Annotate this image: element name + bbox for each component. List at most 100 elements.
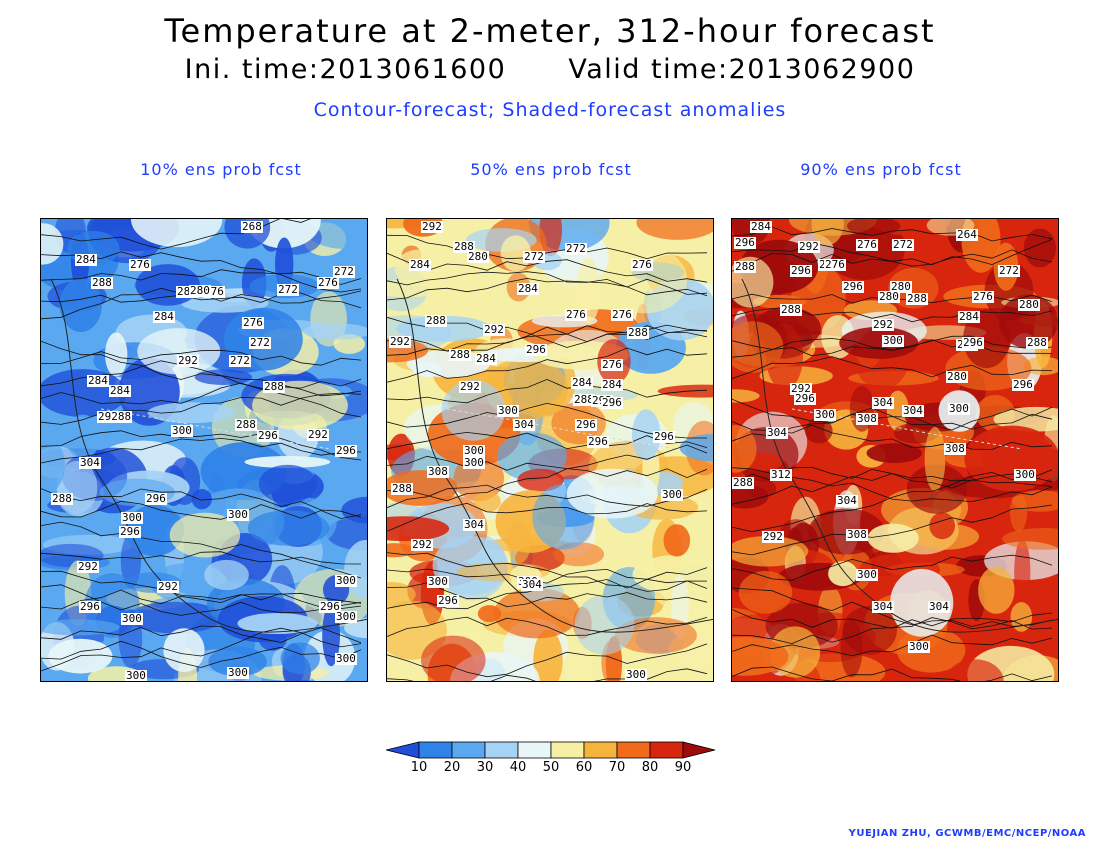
contour-label: 276	[824, 258, 846, 271]
contour-label: 268	[241, 220, 263, 233]
contour-label: 308	[856, 412, 878, 425]
temperature-contour	[387, 252, 708, 283]
anomaly-field	[387, 219, 713, 681]
anomaly-blob	[896, 628, 966, 673]
temperature-contour	[732, 666, 1053, 681]
colorbar-segment	[550, 741, 585, 759]
contour-label: 276	[611, 308, 633, 321]
contour-label: 300	[171, 424, 193, 437]
temperature-contour	[387, 668, 708, 681]
contour-label: 296	[734, 236, 756, 249]
map-panel-10pct: 268 284 276 288 280 276 272 272 276 284 276 272 292 2…	[40, 218, 368, 682]
anomaly-blob	[847, 219, 901, 236]
anomaly-colorbar	[386, 741, 716, 759]
contour-label: 304	[513, 418, 535, 431]
panel-label-50: 50% ens prob fcst	[470, 160, 632, 179]
temperature-contour	[732, 587, 1053, 627]
temperature-contour	[732, 356, 1053, 379]
anomaly-blob	[1010, 602, 1033, 632]
temperature-contour	[732, 609, 1053, 629]
contour-label: 304	[872, 600, 894, 613]
contour-label: 280	[189, 284, 211, 297]
contour-label: 276	[317, 276, 339, 289]
anomaly-blob	[303, 323, 367, 340]
valid-time: Valid time:2013062900	[568, 54, 916, 85]
anomaly-blob	[163, 628, 205, 672]
colorbar-segment	[484, 741, 519, 759]
temperature-contour	[387, 277, 708, 301]
colorbar-ticks: 10 20 30 40 50 60 70 80 90	[386, 760, 716, 776]
contour-label: 292	[77, 560, 99, 573]
contour-label: 296	[319, 600, 341, 613]
temperature-contour	[387, 444, 708, 502]
colorbar-segment	[649, 741, 684, 759]
temperature-contour	[387, 347, 708, 383]
contour-label: 296	[653, 430, 675, 443]
temperature-contour	[387, 326, 707, 356]
contour-label: 292	[307, 428, 329, 441]
anomaly-blob	[842, 605, 897, 655]
anomaly-blob	[137, 328, 221, 375]
contour-label: 300	[882, 334, 904, 347]
anomaly-blob	[387, 470, 458, 506]
contour-label: 304	[521, 578, 543, 591]
contour-label: 296	[257, 429, 279, 442]
contour-label: 300	[335, 574, 357, 587]
temperature-contour	[41, 392, 362, 425]
anomaly-blob	[964, 425, 1058, 492]
temperature-contour	[41, 378, 362, 405]
anomaly-blob	[867, 523, 919, 553]
anomaly-blob	[632, 555, 713, 594]
anomaly-blob	[811, 219, 844, 246]
colorbar-tick-label: 10	[410, 760, 428, 775]
anomaly-blob	[679, 434, 713, 462]
contour-label: 284	[601, 378, 623, 391]
anomaly-blob	[494, 588, 580, 639]
contour-label: 288	[391, 482, 413, 495]
contour-label: 300	[125, 669, 147, 682]
anomaly-blob	[999, 294, 1058, 349]
temperature-contour	[41, 430, 362, 461]
anomaly-blob	[147, 402, 234, 424]
anomaly-blob	[496, 432, 567, 481]
contour-label: 272	[892, 238, 914, 251]
anomaly-blob	[828, 561, 858, 587]
temperature-contour	[387, 455, 708, 479]
contour-label: 276	[129, 258, 151, 271]
contour-label: 288	[51, 492, 73, 505]
anomaly-blob	[566, 468, 658, 519]
country-border	[446, 408, 678, 450]
anomaly-blob	[484, 357, 569, 421]
anomaly-blob	[732, 389, 760, 403]
colorbar-tick-label: 70	[608, 760, 626, 775]
temperature-contour	[41, 625, 362, 644]
colorbar-segment	[682, 741, 716, 759]
colorbar-tick-label: 60	[575, 760, 593, 775]
contour-label: 296	[601, 396, 623, 409]
contour-label: 280	[467, 250, 489, 263]
contour-label: 296	[575, 418, 597, 431]
contour-label: 300	[856, 568, 878, 581]
anomaly-blob	[890, 568, 954, 637]
temperature-contour	[387, 378, 708, 404]
contour-label: 300	[335, 610, 357, 623]
contour-label: 304	[836, 494, 858, 507]
contour-label: 300	[463, 456, 485, 469]
contour-label: 280	[946, 370, 968, 383]
anomaly-blob	[1014, 539, 1031, 605]
contour-label: 292	[790, 382, 812, 395]
contour-label: 284	[750, 220, 772, 233]
contour-label: 292	[411, 538, 433, 551]
contour-label: 29288	[97, 410, 133, 423]
contour-label: 300	[497, 404, 519, 417]
anomaly-blob	[636, 219, 713, 240]
temperature-contour	[387, 582, 708, 608]
author-credit: YUEJIAN ZHU, GCWMB/EMC/NCEP/NOAA	[848, 828, 1086, 839]
contour-label: 288	[449, 348, 471, 361]
coastline	[50, 278, 367, 633]
contour-label: 300	[661, 488, 683, 501]
anomaly-blob	[631, 409, 661, 461]
temperature-contour	[732, 398, 1053, 430]
anomaly-blob	[169, 512, 241, 558]
contour-label: 276	[631, 258, 653, 271]
